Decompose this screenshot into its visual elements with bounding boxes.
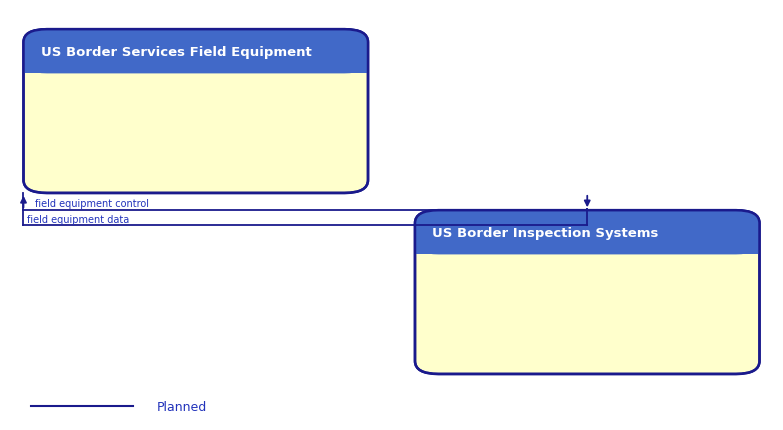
Bar [415, 230, 760, 255]
Text: field equipment control: field equipment control [35, 199, 150, 209]
Text: field equipment data: field equipment data [27, 214, 130, 224]
Text: Planned: Planned [157, 400, 207, 413]
FancyBboxPatch shape [415, 211, 760, 255]
FancyBboxPatch shape [23, 30, 368, 194]
FancyBboxPatch shape [415, 211, 760, 374]
Text: US Border Inspection Systems: US Border Inspection Systems [432, 226, 659, 239]
Text: US Border Services Field Equipment: US Border Services Field Equipment [41, 46, 312, 58]
FancyBboxPatch shape [23, 30, 368, 74]
Bar [23, 50, 368, 74]
